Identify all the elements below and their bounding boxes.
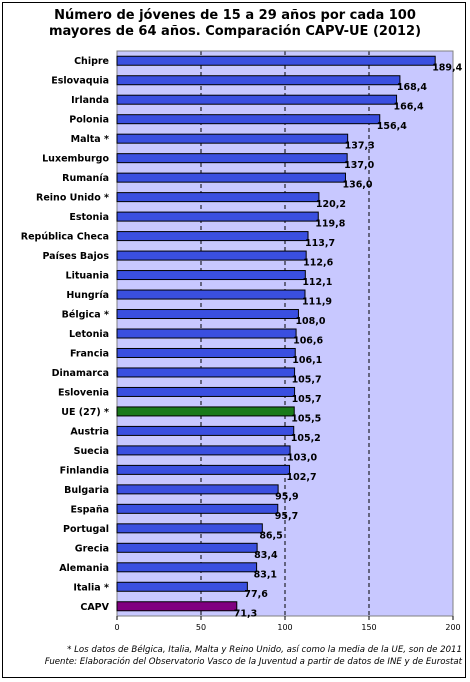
x-tick-label-200: 200	[445, 623, 460, 632]
value-label-22: 95,9	[275, 491, 298, 502]
bar-20	[116, 445, 291, 456]
value-label-1: 168,4	[397, 82, 427, 93]
category-label-9: República Checa	[21, 232, 109, 243]
category-label-24: Portugal	[63, 524, 109, 535]
bar-14	[116, 328, 297, 339]
category-label-21: Finlandia	[60, 465, 109, 476]
bar-24	[116, 523, 263, 534]
category-label-27: Italia *	[73, 582, 109, 593]
bar-4	[116, 133, 349, 144]
value-label-10: 112,6	[303, 258, 333, 269]
value-label-20: 103,0	[287, 452, 317, 463]
value-label-12: 111,9	[302, 297, 332, 308]
bar-10	[116, 250, 307, 261]
value-label-19: 105,2	[291, 433, 321, 444]
category-label-23: España	[70, 504, 109, 515]
category-label-12: Hungría	[66, 290, 109, 301]
bar-26	[116, 562, 258, 573]
category-label-2: Irlanda	[71, 95, 109, 106]
value-label-4: 137,3	[345, 141, 375, 152]
bar-7	[116, 192, 320, 203]
value-label-2: 166,4	[394, 102, 424, 113]
bar-23	[116, 503, 279, 514]
category-label-19: Austria	[70, 426, 109, 437]
bar-19	[116, 425, 295, 436]
category-label-8: Estonia	[69, 212, 109, 223]
category-label-11: Lituania	[66, 271, 109, 282]
category-label-10: Países Bajos	[42, 251, 109, 262]
footnote-note: * Los datos de Bélgica, Italia, Malta y …	[67, 645, 462, 655]
bar-9	[116, 231, 309, 242]
category-label-7: Reino Unido *	[36, 193, 109, 204]
value-label-3: 156,4	[377, 121, 407, 132]
value-label-26: 83,1	[254, 569, 277, 580]
category-label-15: Francia	[70, 348, 109, 359]
value-label-0: 189,4	[432, 63, 462, 74]
category-label-17: Eslovenia	[58, 387, 109, 398]
category-label-1: Eslovaquia	[51, 76, 109, 87]
category-label-20: Suecia	[74, 446, 109, 457]
bar-15	[116, 347, 296, 358]
value-label-15: 106,1	[292, 355, 322, 366]
bar-0	[116, 55, 436, 66]
bar-17	[116, 386, 296, 397]
value-label-8: 119,8	[315, 219, 345, 230]
x-tick-label-150: 150	[361, 623, 376, 632]
value-label-16: 105,7	[292, 374, 322, 385]
value-label-24: 86,5	[259, 530, 282, 541]
value-label-18: 105,5	[291, 413, 321, 424]
x-tick-label-0: 0	[114, 623, 119, 632]
category-label-5: Luxemburgo	[42, 154, 109, 165]
chart-title: Número de jóvenes de 15 a 29 años por ca…	[0, 8, 470, 40]
value-label-9: 113,7	[305, 238, 335, 249]
category-label-13: Bélgica *	[62, 310, 109, 321]
value-label-28: 71,3	[234, 608, 257, 619]
value-label-6: 136,0	[342, 180, 372, 191]
bar-27	[116, 581, 248, 592]
bar-18	[116, 406, 295, 417]
category-label-26: Alemania	[59, 563, 109, 574]
value-label-7: 120,2	[316, 199, 346, 210]
value-label-27: 77,6	[244, 589, 268, 600]
category-label-18: UE (27) *	[61, 407, 109, 418]
category-label-3: Polonia	[69, 115, 109, 126]
category-label-16: Dinamarca	[52, 368, 109, 379]
value-label-25: 83,4	[254, 550, 278, 561]
bar-28	[116, 601, 238, 612]
value-label-17: 105,7	[292, 394, 322, 405]
footnote: * Los datos de Bélgica, Italia, Malta y …	[0, 644, 462, 668]
bar-11	[116, 270, 306, 281]
bar-22	[116, 484, 279, 495]
value-label-14: 106,6	[293, 336, 323, 347]
value-label-13: 108,0	[295, 316, 325, 327]
bar-8	[116, 211, 319, 222]
value-label-5: 137,0	[344, 160, 374, 171]
bar-6	[116, 172, 346, 183]
bar-25	[116, 542, 258, 553]
value-label-21: 102,7	[287, 472, 317, 483]
bar-5	[116, 153, 348, 164]
x-tick-label-50: 50	[196, 623, 206, 632]
category-label-22: Bulgaria	[64, 485, 109, 496]
category-label-4: Malta *	[71, 134, 109, 145]
chart-title-line-2: mayores de 64 años. Comparación CAPV-UE …	[48, 24, 422, 39]
x-tick-label-100: 100	[277, 623, 292, 632]
bar-3	[116, 114, 381, 125]
bar-13	[116, 309, 299, 320]
bar-16	[116, 367, 296, 378]
chart-title-line-1: Número de jóvenes de 15 a 29 años por ca…	[54, 8, 416, 23]
category-label-25: Grecia	[75, 543, 109, 554]
category-label-14: Letonia	[69, 329, 109, 340]
bar-2	[116, 94, 398, 105]
footnote-source: Fuente: Elaboración del Observatorio Vas…	[44, 657, 462, 667]
value-label-11: 112,1	[302, 277, 332, 288]
bar-1	[116, 75, 401, 86]
category-label-0: Chipre	[74, 56, 109, 67]
bar-21	[116, 464, 291, 475]
bar-12	[116, 289, 306, 300]
category-label-28: CAPV	[80, 602, 109, 613]
category-label-6: Rumanía	[62, 173, 109, 184]
value-label-23: 95,7	[275, 511, 298, 522]
